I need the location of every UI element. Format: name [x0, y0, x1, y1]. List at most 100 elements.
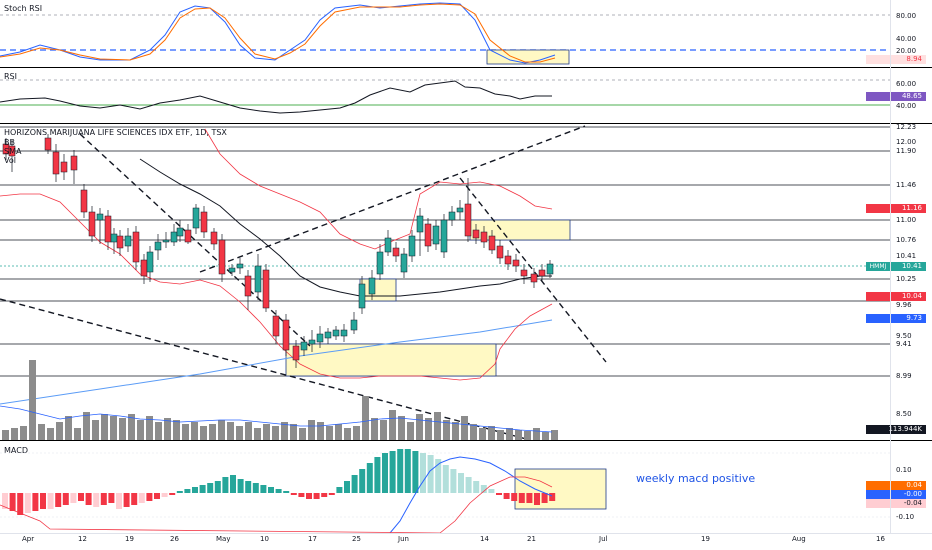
volume-bar [533, 428, 540, 440]
macd-histogram [2, 449, 556, 515]
symbol-tag: HMMJ [866, 262, 890, 271]
volume-bar [101, 414, 108, 440]
sma-label: SMA [4, 147, 22, 156]
time-axis-label: 14 [480, 535, 489, 543]
candles [2, 134, 554, 368]
macd-histogram-bar [260, 485, 267, 493]
volume-bar [2, 430, 9, 440]
volume-tag: 113.944K [866, 425, 926, 434]
volume-bar [470, 424, 477, 440]
macd-histogram-bar [450, 469, 457, 493]
macd-histogram-bar [123, 493, 130, 507]
macd-histogram-bar [549, 493, 556, 501]
macd-histogram-bar [32, 493, 39, 511]
volume-bar [20, 426, 27, 440]
price-tick-8-50: 8.50 [896, 410, 912, 418]
time-axis-label: Apr [22, 535, 35, 543]
macd-histogram-bar [268, 487, 274, 493]
rsi-tick-60: 60.00 [896, 80, 917, 88]
stoch-value-tag: 8.94 [866, 55, 926, 64]
price-level-8-99: 8.99 [896, 372, 912, 380]
rsi-pane[interactable]: RSI 60.00 40.00 48.65 [0, 68, 932, 123]
volume-bar [461, 416, 468, 440]
volume-bar [155, 422, 162, 440]
stoch-rsi-pane[interactable]: Stoch RSI 80.00 40.00 20.00 8.94 [0, 0, 932, 67]
candle-down [70, 155, 78, 171]
volume-bar [398, 416, 405, 440]
pane-divider[interactable] [0, 440, 932, 441]
candle-down [472, 229, 480, 239]
candle-up [456, 207, 464, 213]
macd-histogram-bar [207, 483, 214, 493]
macd-histogram-bar [283, 491, 290, 493]
candle-down [88, 211, 96, 237]
candle-down [104, 215, 112, 243]
macd-histogram-bar [359, 469, 366, 493]
macd-histogram-bar [511, 493, 518, 501]
rsi-line [0, 80, 552, 114]
volume-bar [479, 428, 486, 440]
macd-histogram-bar [85, 493, 92, 505]
volume-bars [2, 360, 558, 440]
macd-histogram-bar [503, 493, 510, 499]
macd-histogram-bar [298, 493, 305, 497]
candle-up [400, 253, 408, 273]
candle-up [300, 341, 308, 351]
candle-down [392, 247, 400, 257]
macd-pane[interactable]: MACD 0.10 0.04 -0.00 -0.04 -0.10 [0, 441, 932, 533]
volume-bar [173, 420, 180, 440]
volume-bar [11, 428, 18, 440]
candle-up [110, 233, 118, 243]
macd-histogram-bar [389, 451, 396, 493]
candle-up [350, 319, 358, 331]
time-axis-label: 16 [876, 535, 885, 543]
volume-bar [371, 418, 378, 440]
candle-up [254, 265, 262, 293]
macd-histogram-bar [131, 493, 138, 505]
macd-histogram-bar [526, 493, 533, 503]
candle-up [432, 225, 440, 245]
macd-histogram-bar [321, 493, 328, 497]
candle-down [140, 259, 148, 277]
macd-histogram-bar [313, 493, 320, 499]
stoch-tick-40: 40.00 [896, 35, 917, 43]
candle-down [504, 255, 512, 265]
macd-histogram-bar [9, 493, 16, 511]
candle-up [332, 329, 340, 337]
candle-down [538, 269, 546, 277]
macd-histogram-bar [138, 493, 145, 503]
candle-up [176, 227, 184, 237]
volume-bar [308, 420, 315, 440]
candle-up [340, 329, 348, 337]
volume-bar [128, 414, 135, 440]
sma-line [139, 158, 552, 297]
macd-histogram-bar [78, 493, 84, 501]
macd-histogram-bar [169, 493, 176, 495]
macd-histogram-bar [442, 465, 449, 493]
long-ma-tag: 9.73 [866, 314, 926, 323]
volume-bar [200, 426, 207, 440]
pane-divider[interactable] [0, 123, 932, 124]
candle-up [376, 251, 384, 275]
time-axis-label: May [216, 535, 231, 543]
volume-bar [137, 420, 144, 440]
pane-divider[interactable] [0, 67, 932, 68]
candle-up [228, 267, 236, 273]
macd-histogram-bar [93, 493, 100, 507]
macd-histogram-bar [237, 479, 244, 493]
volume-ma-line [0, 405, 553, 433]
trend-lines [0, 125, 607, 440]
volume-bar [407, 422, 414, 440]
candle-up [546, 263, 554, 275]
volume-bar [452, 422, 459, 440]
volume-bar [281, 422, 288, 440]
rsi-chart [0, 79, 890, 114]
macd-line [389, 456, 553, 533]
candle-up [96, 213, 104, 221]
macd-histogram-bar [488, 489, 495, 493]
time-axis-label: 21 [527, 535, 536, 543]
price-pane[interactable]: HORIZONS MARIJUANA LIFE SCIENCES IDX ETF… [0, 123, 932, 440]
candle-down [488, 235, 496, 251]
volume-bar [56, 422, 63, 440]
volume-bar [83, 412, 90, 440]
